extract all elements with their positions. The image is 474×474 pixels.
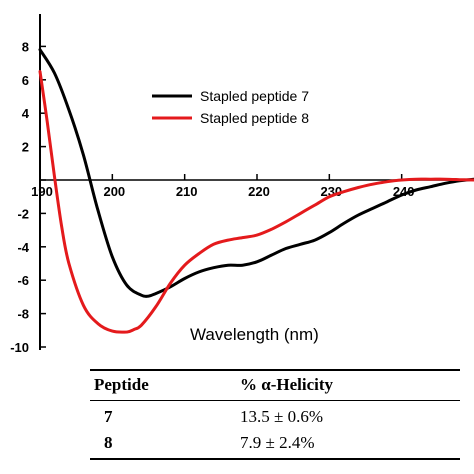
y-axis-ticks: 8 6 4 2 -2 -4 -6 -8 -10 <box>10 39 46 355</box>
series-line-1 <box>38 48 474 298</box>
y-tick-label: -8 <box>17 307 29 322</box>
x-axis-ticks: 190 200 210 220 230 240 <box>31 174 415 199</box>
y-tick-label: -6 <box>17 273 29 288</box>
legend: Stapled peptide 7 Stapled peptide 8 <box>152 88 309 126</box>
table-header-helicity: % α-Helicity <box>240 375 334 394</box>
legend-label: Stapled peptide 7 <box>200 88 309 104</box>
y-tick-label: -4 <box>17 240 29 255</box>
table-top-rule <box>90 369 460 371</box>
series-line-2 <box>38 70 474 334</box>
y-tick-label: -2 <box>17 206 29 221</box>
table-mid-rule <box>90 400 460 401</box>
y-tick-label: 2 <box>22 140 29 155</box>
table-row-7-peptide: 7 <box>104 407 113 426</box>
x-tick-label: 190 <box>31 184 53 199</box>
y-tick-label: 8 <box>22 39 29 54</box>
x-axis-label: Wavelength (nm) <box>190 325 319 344</box>
series-lines <box>38 48 474 334</box>
y-tick-label: 4 <box>22 106 30 121</box>
table-bottom-rule <box>90 458 460 460</box>
legend-label: Stapled peptide 8 <box>200 110 309 126</box>
x-tick-label: 220 <box>248 184 270 199</box>
table-row-8-helicity: 7.9 ± 2.4% <box>240 433 315 452</box>
y-tick-label: 6 <box>22 73 29 88</box>
table-header-peptide: Peptide <box>94 375 149 394</box>
y-tick-label: -10 <box>10 340 29 355</box>
table-row-7-helicity: 13.5 ± 0.6% <box>240 407 323 426</box>
x-tick-label: 200 <box>103 184 125 199</box>
table-row-8-peptide: 8 <box>104 433 113 452</box>
x-tick-label: 210 <box>176 184 198 199</box>
